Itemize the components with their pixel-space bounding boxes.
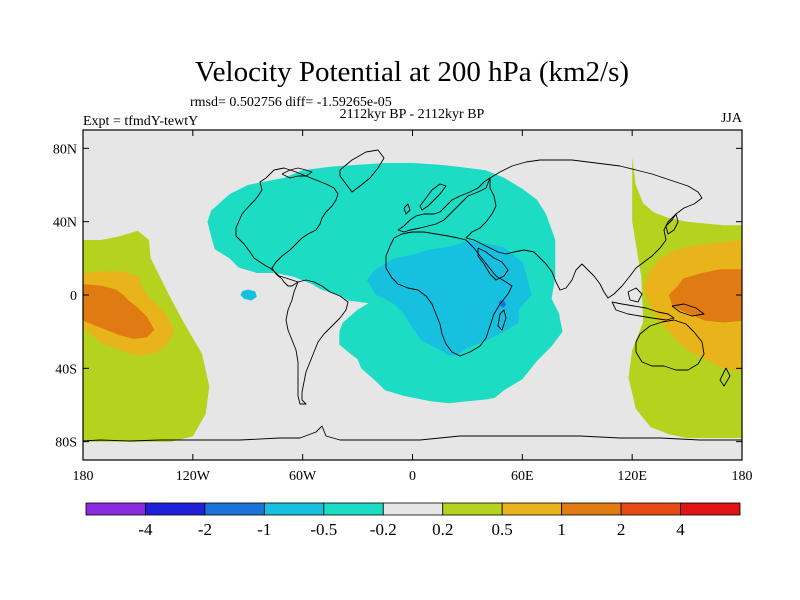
x-tick-label: 60W (289, 469, 317, 484)
x-tick-label: 180 (732, 469, 753, 484)
x-tick-label: 60E (511, 469, 534, 484)
coastline-north-america (235, 167, 339, 287)
coastline-south-america (285, 279, 349, 405)
coastline-greenland (339, 149, 385, 193)
colorbar-label: 1 (557, 520, 566, 539)
colorbar-swatch (323, 502, 384, 516)
colorbar-label: -1 (257, 520, 271, 539)
y-tick-label: 80S (55, 436, 77, 451)
coastline-arabia (477, 247, 509, 281)
x-axis: 180 120W 60W 0 60E 120E 180 (73, 130, 753, 484)
chart-title: Velocity Potential at 200 hPa (km2/s) (195, 56, 629, 88)
colorbar-label: 0.2 (432, 520, 453, 539)
coastline-new-guinea (671, 303, 705, 317)
colorbar-swatch (620, 502, 681, 516)
colorbar-swatch (442, 502, 503, 516)
coastline-indonesia (611, 301, 675, 321)
y-axis: 80N 40N 0 40S 80S (53, 142, 742, 451)
colorbar-swatch (561, 502, 622, 516)
x-tick-label: 0 (409, 469, 416, 484)
coastline-new-zealand (719, 367, 731, 387)
contour-region-pacific-max-west (83, 284, 155, 339)
x-tick-label: 180 (73, 469, 94, 484)
contour-region-pacific-max-east (668, 269, 742, 323)
coastline-arctic-islands (281, 167, 313, 179)
colorbar-label: 0.5 (492, 520, 513, 539)
x-tick-label: 120W (176, 469, 211, 484)
colorbar-swatch (382, 502, 444, 516)
contour-region-small-low-madagascar (498, 300, 506, 308)
colorbar-swatch (204, 502, 265, 516)
contour-fill-layer (83, 157, 742, 442)
coastline-japan (665, 213, 679, 235)
coastline-australia (635, 319, 705, 371)
contour-region-small-low-caribbean (240, 289, 257, 301)
left-label: Expt = tfmdY-tewtY (83, 114, 198, 129)
y-tick-label: 40N (53, 216, 77, 231)
y-tick-label: 80N (53, 142, 77, 157)
right-label: JJA (721, 111, 743, 126)
y-tick-label: 40S (55, 362, 77, 377)
colorbar: -4 -2 -1 -0.5 -0.2 0.2 0.5 1 2 4 (85, 502, 741, 539)
stats-line: rmsd= 0.502756 diff= -1.59265e-05 (190, 95, 392, 110)
coastline-layer (83, 149, 742, 442)
coastline-africa (385, 231, 513, 357)
center-label: 2112kyr BP - 2112kyr BP (340, 107, 485, 122)
coastline-asia (465, 159, 703, 299)
coastline-madagascar (497, 309, 507, 331)
colorbar-label: -2 (198, 520, 212, 539)
coastline-borneo (627, 287, 643, 303)
colorbar-swatch (145, 502, 206, 516)
coastline-antarctica (83, 425, 742, 442)
coastline-british-isles (403, 203, 411, 215)
colorbar-swatch (501, 502, 563, 516)
x-tick-label: 120E (617, 469, 647, 484)
colorbar-swatch (263, 502, 325, 516)
y-tick-label: 0 (70, 289, 77, 304)
colorbar-label: 2 (617, 520, 626, 539)
colorbar-label: -0.5 (310, 520, 337, 539)
colorbar-label: -0.2 (370, 520, 397, 539)
colorbar-label: -4 (138, 520, 153, 539)
colorbar-swatch (85, 502, 146, 516)
coastline-scandinavia (419, 183, 447, 211)
colorbar-swatch (680, 502, 741, 516)
colorbar-label: 4 (676, 520, 685, 539)
